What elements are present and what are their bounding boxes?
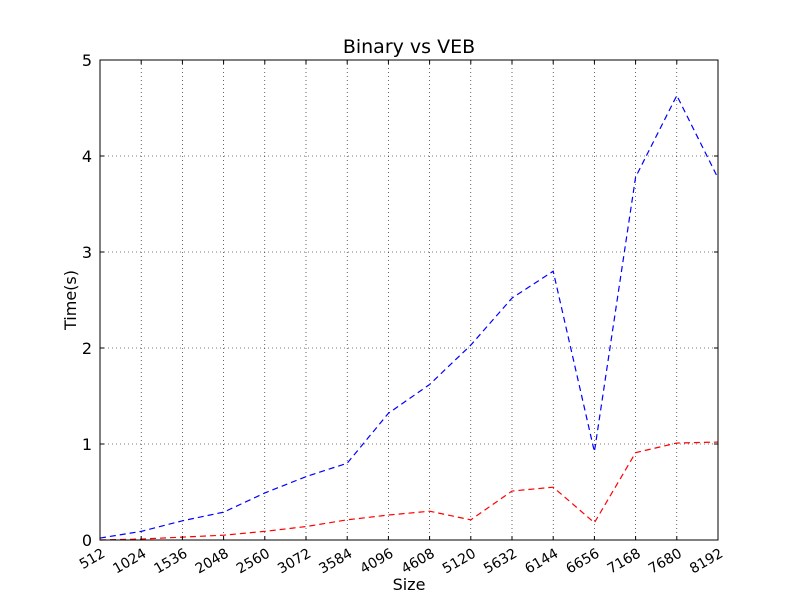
x-tick-label: 4608 bbox=[399, 546, 438, 578]
y-tick-label: 1 bbox=[82, 435, 92, 454]
series-lines bbox=[99, 94, 719, 541]
x-tick-label: 4096 bbox=[358, 546, 397, 578]
y-tick-label: 3 bbox=[82, 243, 92, 262]
axis-ticks: 5 1 2 1024 1536 2048 2560 3072 3584 4096 4608 5120 5… bbox=[77, 51, 726, 577]
x-tick-label: 5120 bbox=[440, 546, 479, 578]
x-tick-label: 8192 bbox=[687, 546, 726, 578]
x-tick-label: 3584 bbox=[316, 546, 355, 578]
x-tick-label: 2048 bbox=[193, 546, 232, 578]
chart-title: Binary vs VEB bbox=[343, 36, 475, 58]
plot-frame bbox=[99, 59, 719, 541]
x-tick-label: 3072 bbox=[275, 546, 314, 578]
y-axis-label: Time(s) bbox=[61, 270, 80, 331]
y-tick-label: 2 bbox=[82, 339, 92, 358]
series-line-2 bbox=[99, 441, 719, 541]
x-tick-label: 7168 bbox=[605, 546, 644, 578]
x-tick-label: 1536 bbox=[152, 546, 191, 578]
grid-lines bbox=[100, 60, 718, 540]
x-axis-label: Size bbox=[393, 575, 426, 594]
y-tick-label: 0 bbox=[82, 531, 92, 550]
x-tick-label: 1024 bbox=[110, 546, 149, 578]
x-tick-label: 6656 bbox=[564, 546, 603, 578]
x-tick-label: 6144 bbox=[522, 546, 561, 578]
y-tick-label: 4 bbox=[82, 147, 92, 166]
y-tick-label: 5 bbox=[82, 51, 92, 70]
x-tick-label: 2560 bbox=[234, 546, 273, 578]
x-tick-label: 7680 bbox=[646, 546, 685, 578]
series-line-1 bbox=[99, 94, 719, 539]
x-tick-label: 5632 bbox=[481, 546, 520, 578]
